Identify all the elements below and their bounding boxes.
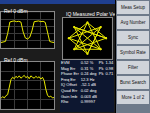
html-text:Gain Imb 0.003 dB: Gain Imb 0.003 dB: [61, 93, 97, 99]
html-text:Meas Setup: Meas Setup: [121, 5, 145, 10]
html-text:Phase Err 0.24 deg Pk: Phase Err 0.24 deg Pk: [61, 71, 104, 77]
html-text:More 1 of 2: More 1 of 2: [121, 95, 145, 100]
html-text:0.02 deg: 0.02 deg: [80, 88, 97, 93]
svg-text:Ref 0 dBm: Ref 0 dBm: [4, 57, 28, 63]
html-text:Mag Err: Mag Err: [61, 65, 76, 71]
html-text:Filter: Filter: [128, 65, 138, 70]
svg-text:Ref 0 dBm: Ref 0 dBm: [4, 8, 28, 14]
html-text:Symbol Rate: Symbol Rate: [120, 50, 146, 55]
html-text:Quad Err: Quad Err: [61, 88, 78, 93]
html-text:Sync: Sync: [128, 35, 138, 40]
svg-text:IQ Measured Polar Vector: IQ Measured Polar Vector: [66, 11, 115, 17]
html-text:Rho: Rho: [61, 99, 69, 105]
html-text:Freq Err: Freq Err: [61, 76, 76, 82]
html-text:0.99997: 0.99997: [80, 99, 96, 105]
html-text:-52.1 dB: -52.1 dB: [80, 82, 96, 88]
html-text:Burst Search: Burst Search: [120, 80, 146, 85]
html-text:12.3 Hz: 12.3 Hz: [80, 76, 95, 82]
html-text:0.31 %: 0.31 %: [80, 65, 94, 71]
html-text:Avg Number: Avg Number: [120, 20, 146, 25]
html-text:0.52 %: 0.52 %: [80, 60, 94, 65]
html-text:IQ Offset: IQ Offset: [61, 82, 77, 88]
html-text:Pk: Pk: [98, 60, 104, 65]
html-text:Pk: Pk: [98, 65, 104, 71]
html-text:EVM: EVM: [61, 60, 70, 65]
